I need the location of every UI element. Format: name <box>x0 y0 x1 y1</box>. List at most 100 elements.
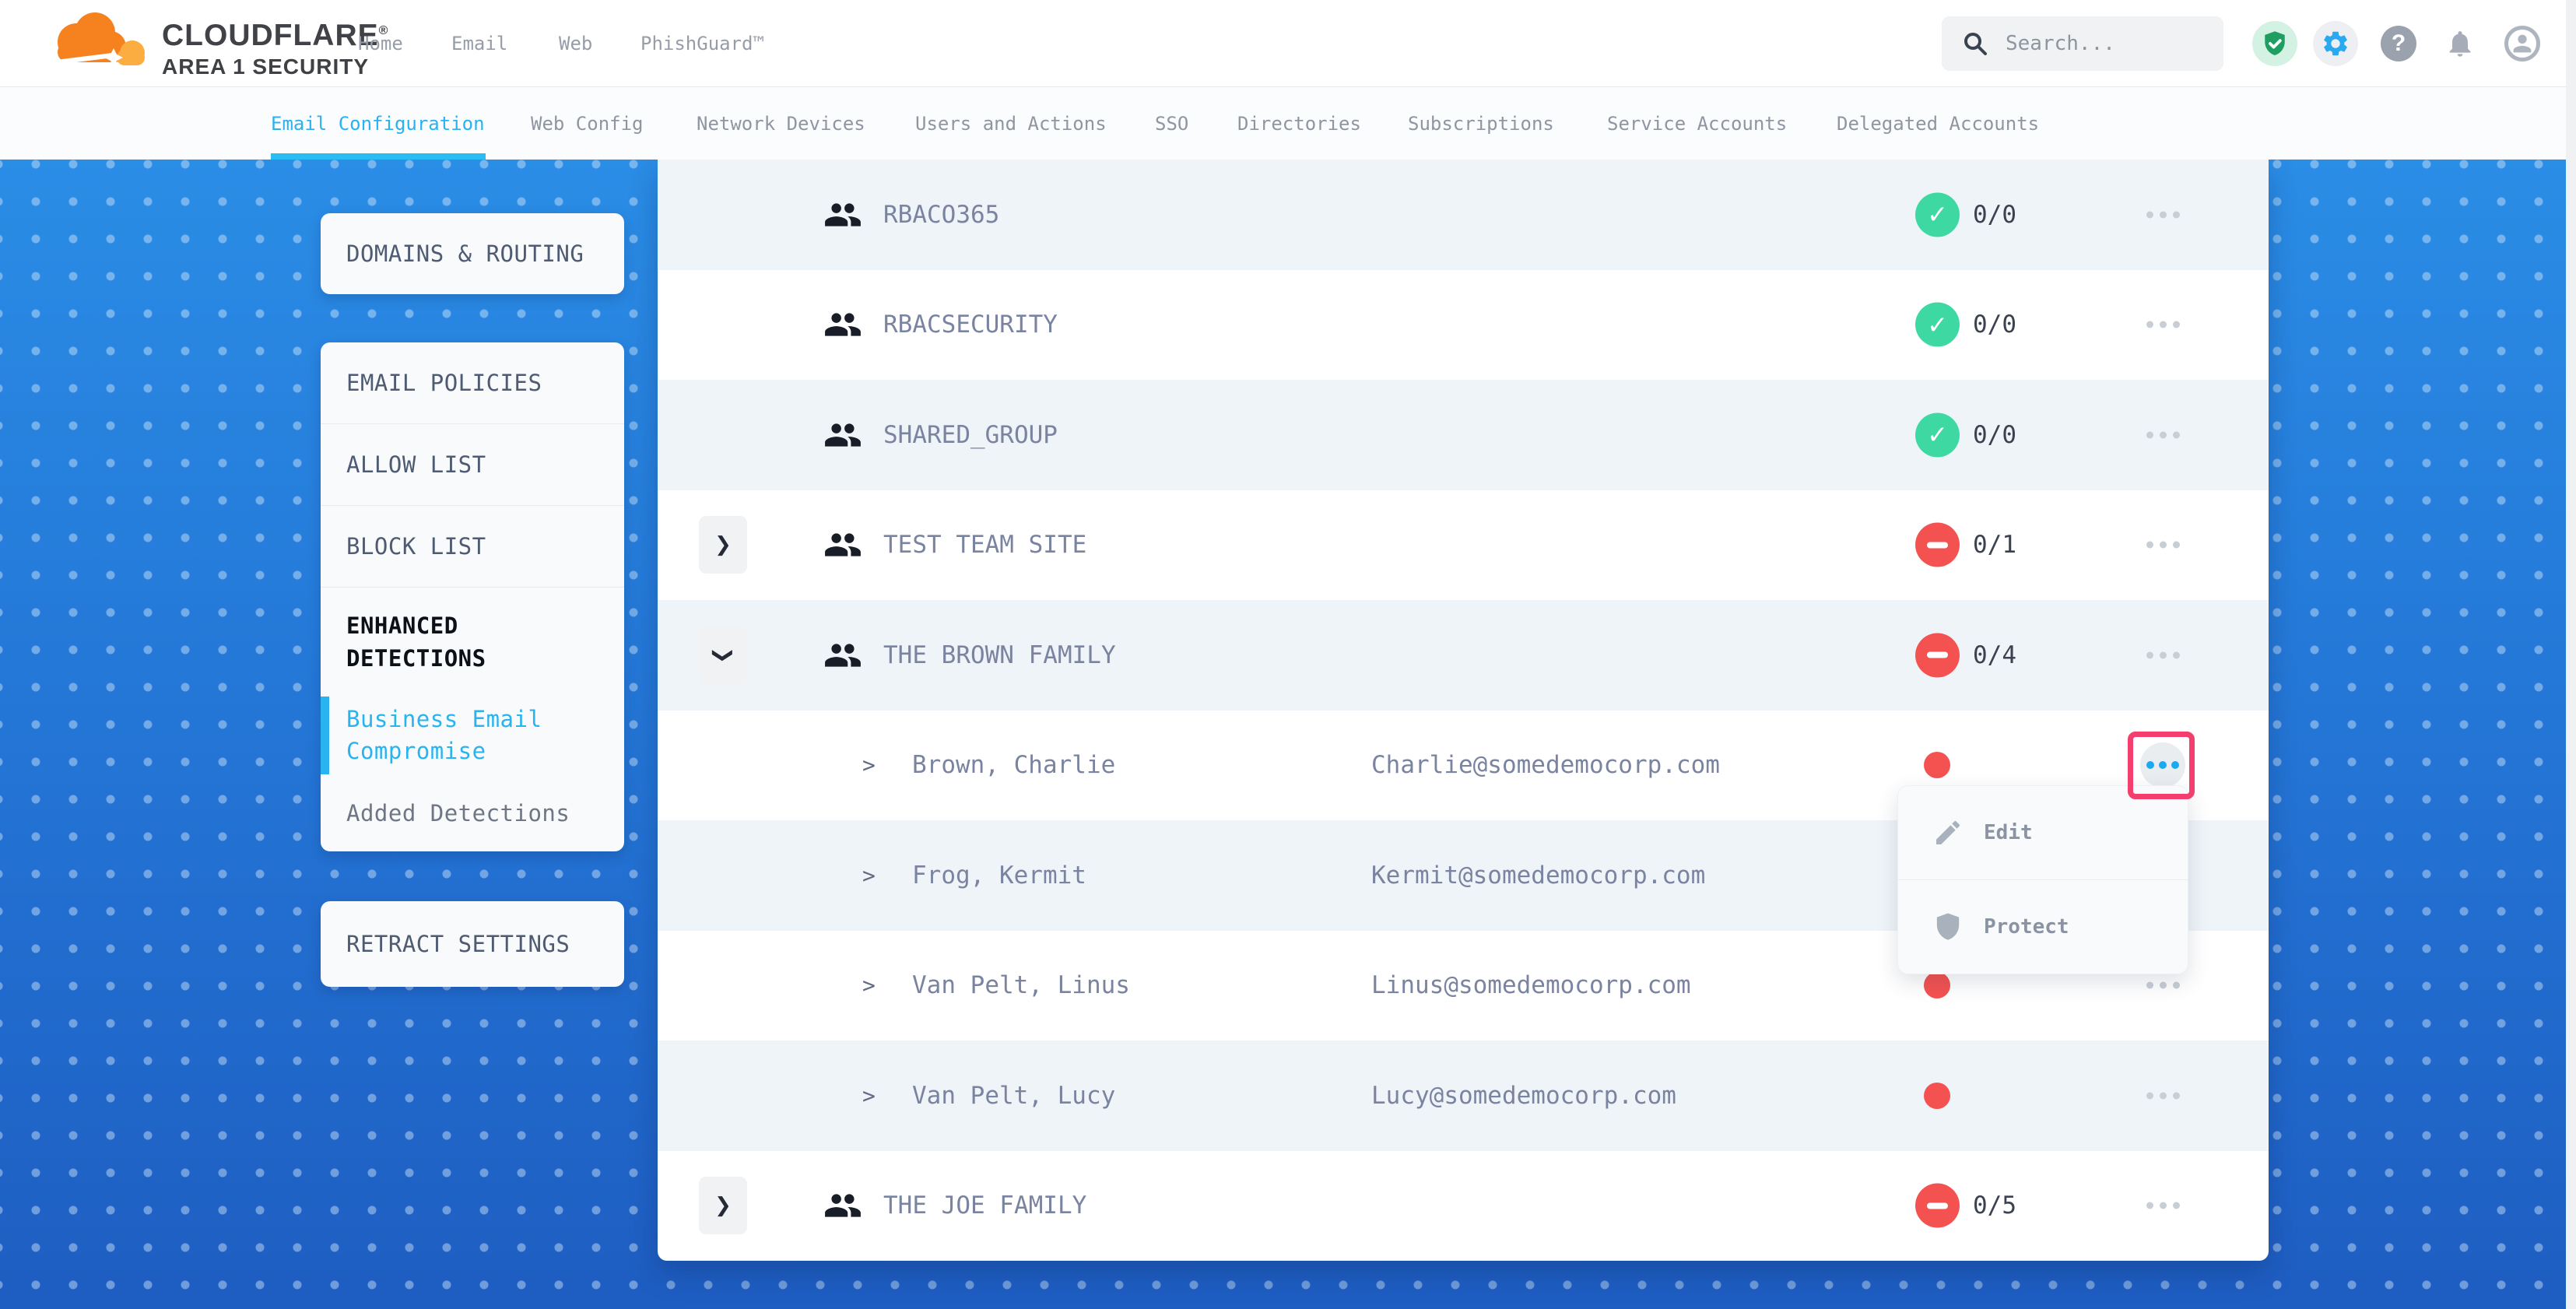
status-alert-dot <box>1924 1082 1950 1109</box>
status-alert-dot <box>1924 752 1950 779</box>
protect-count: 0/0 <box>1973 420 2016 449</box>
table-row: ❯ THE BROWN FAMILY 0/4 <box>658 600 2269 711</box>
user-email: Charlie@somedemocorp.com <box>1371 751 1720 780</box>
status-ok-icon: ✓ <box>1915 302 1960 347</box>
search-box[interactable] <box>1942 16 2223 71</box>
tab-users-and-actions[interactable]: Users and Actions <box>915 112 1107 135</box>
account-icon[interactable] <box>2504 25 2540 61</box>
sidebar-item-label: Business Email Compromise <box>346 706 542 764</box>
search-input[interactable] <box>2006 32 2200 55</box>
shield-check-icon[interactable] <box>2252 20 2297 66</box>
status-blocked-icon <box>1915 633 1960 678</box>
ellipsis-button[interactable] <box>2139 321 2186 328</box>
secondary-tab-bar: Email Configuration Web Config Network D… <box>0 87 2576 160</box>
chevron-right-icon[interactable]: > <box>862 1083 876 1109</box>
ellipsis-button[interactable] <box>2139 1202 2186 1209</box>
sidebar-item-domains-routing[interactable]: DOMAINS & ROUTING <box>346 240 584 267</box>
nav-phishguard[interactable]: PhishGuard™ <box>640 33 764 54</box>
tab-email-configuration[interactable]: Email Configuration <box>271 112 485 135</box>
status-blocked-icon <box>1915 1183 1960 1228</box>
ellipsis-button-active[interactable] <box>2140 742 2185 788</box>
table-row-user: > Van Pelt, Lucy Lucy@somedemocorp.com <box>658 1041 2269 1151</box>
cloudflare-logo[interactable]: CLOUDFLARE® AREA 1 SECURITY <box>45 6 388 81</box>
expand-button[interactable]: ❯ <box>699 516 747 574</box>
ellipsis-button[interactable] <box>2139 1092 2186 1100</box>
sidebar-item-retract-settings[interactable]: RETRACT SETTINGS <box>346 931 570 957</box>
active-tab-underline <box>271 153 486 160</box>
table-row-user: > Brown, Charlie Charlie@somedemocorp.co… <box>658 711 2269 821</box>
search-icon <box>1964 33 1987 55</box>
protect-count: 0/0 <box>1973 311 2016 339</box>
group-icon <box>825 423 861 447</box>
protect-count: 0/0 <box>1973 200 2016 229</box>
table-row: ❯ TEST TEAM SITE 0/1 <box>658 490 2269 601</box>
protect-count: 0/4 <box>1973 640 2016 669</box>
table-row: RBACO365 ✓ 0/0 <box>658 160 2269 270</box>
menu-item-label: Protect <box>1984 914 2069 939</box>
group-name: THE JOE FAMILY <box>883 1191 1087 1220</box>
group-icon <box>825 203 861 226</box>
nav-web[interactable]: Web <box>559 33 593 54</box>
sidebar-card-domains-routing: DOMAINS & ROUTING <box>321 213 624 294</box>
ellipsis-button[interactable] <box>2139 431 2186 439</box>
status-blocked-icon <box>1915 522 1960 567</box>
user-name: Frog, Kermit <box>912 861 1086 890</box>
chevron-right-icon[interactable]: > <box>862 752 876 778</box>
tab-directories[interactable]: Directories <box>1237 112 1361 135</box>
menu-item-edit[interactable]: Edit <box>1898 786 2188 879</box>
nav-home[interactable]: Home <box>358 33 403 54</box>
user-email: Kermit@somedemocorp.com <box>1371 861 1706 890</box>
tab-delegated-accounts[interactable]: Delegated Accounts <box>1837 112 2040 135</box>
group-name: TEST TEAM SITE <box>883 531 1087 560</box>
groups-table: RBACO365 ✓ 0/0 RBACSECURITY ✓ 0/0 SHARED… <box>658 160 2269 1261</box>
user-name: Van Pelt, Lucy <box>912 1081 1116 1110</box>
protect-count: 0/5 <box>1973 1191 2016 1220</box>
user-name: Van Pelt, Linus <box>912 971 1130 1000</box>
shield-icon <box>1936 913 1960 940</box>
sidebar-item-email-policies[interactable]: EMAIL POLICIES <box>321 342 624 424</box>
collapse-button[interactable]: ❯ <box>699 626 747 684</box>
table-row: ❯ THE JOE FAMILY 0/5 <box>658 1151 2269 1262</box>
active-item-bar <box>321 697 329 774</box>
nav-email[interactable]: Email <box>451 33 508 54</box>
group-icon <box>825 644 861 667</box>
group-name: RBACSECURITY <box>883 311 1058 339</box>
tab-service-accounts[interactable]: Service Accounts <box>1607 112 1788 135</box>
ellipsis-button[interactable] <box>2139 651 2186 659</box>
ellipsis-button[interactable] <box>2139 981 2186 989</box>
status-ok-icon: ✓ <box>1915 412 1960 458</box>
group-name: SHARED_GROUP <box>883 420 1058 449</box>
tab-subscriptions[interactable]: Subscriptions <box>1408 112 1554 135</box>
sidebar-item-block-list[interactable]: BLOCK LIST <box>321 506 624 588</box>
row-context-menu: Edit Protect <box>1897 785 2188 974</box>
chevron-right-icon[interactable]: > <box>862 972 876 998</box>
tab-sso[interactable]: SSO <box>1155 112 1189 135</box>
registered-mark: ® <box>378 24 389 37</box>
help-icon[interactable]: ? <box>2381 25 2416 61</box>
status-alert-dot <box>1924 972 1950 999</box>
tab-web-config[interactable]: Web Config <box>531 112 644 135</box>
bell-icon[interactable] <box>2442 26 2478 61</box>
sidebar-item-added-detections[interactable]: Added Detections <box>346 799 570 826</box>
cloudflare-cloud-icon <box>50 12 145 67</box>
menu-item-label: Edit <box>1984 821 2033 844</box>
brand-name: CLOUDFLARE® <box>162 19 389 52</box>
menu-item-protect[interactable]: Protect <box>1898 879 2188 973</box>
page-scrollbar[interactable] <box>2566 0 2576 1309</box>
brand-subtitle: AREA 1 SECURITY <box>162 54 370 79</box>
ellipsis-button[interactable] <box>2139 211 2186 219</box>
sidebar-item-business-email-compromise[interactable]: Business Email Compromise <box>321 697 624 774</box>
annotation-highlight-box <box>2128 732 2195 799</box>
ellipsis-button[interactable] <box>2139 541 2186 549</box>
table-row-user: > Van Pelt, Linus Linus@somedemocorp.com <box>658 931 2269 1041</box>
tab-network-devices[interactable]: Network Devices <box>697 112 865 135</box>
expand-button[interactable]: ❯ <box>699 1177 747 1235</box>
pencil-icon <box>1936 820 1960 844</box>
user-email: Lucy@somedemocorp.com <box>1371 1081 1676 1110</box>
user-email: Linus@somedemocorp.com <box>1371 971 1691 1000</box>
table-row: SHARED_GROUP ✓ 0/0 <box>658 380 2269 490</box>
sidebar-item-allow-list[interactable]: ALLOW LIST <box>321 424 624 506</box>
gear-icon[interactable] <box>2313 20 2358 66</box>
chevron-right-icon[interactable]: > <box>862 862 876 889</box>
sidebar-card-email-policies: EMAIL POLICIES ALLOW LIST BLOCK LIST ENH… <box>321 342 624 851</box>
